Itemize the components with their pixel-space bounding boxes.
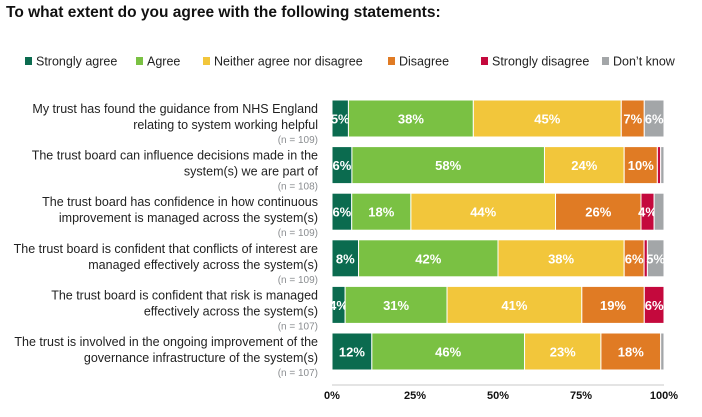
data-label-strongly-agree-3: 6% <box>332 205 351 220</box>
bar-neither-agree-nor-disagree-4 <box>497 239 625 278</box>
bar-don-t-know-3 <box>653 192 665 231</box>
bar-agree-5 <box>344 285 448 324</box>
bar-neither-agree-nor-disagree-5 <box>446 285 583 324</box>
x-tick-label: 25% <box>404 390 426 402</box>
x-tick-label: 0% <box>324 390 340 402</box>
legend-label-don-t-know: Don’t know <box>613 55 676 69</box>
bar-neither-agree-nor-disagree-3 <box>410 192 557 231</box>
data-label-disagree-1: 7% <box>623 112 642 127</box>
data-label-strongly-agree-5: 4% <box>329 298 348 313</box>
data-label-agree-1: 38% <box>398 112 424 127</box>
legend-swatch-strongly-disagree <box>481 57 488 65</box>
category-label-3: The trust board has confidence in how co… <box>42 195 318 209</box>
data-label-strongly-agree-4: 8% <box>336 251 355 266</box>
x-tick-label: 50% <box>487 390 509 402</box>
bar-neither-agree-nor-disagree-6 <box>524 332 602 371</box>
legend-swatch-don-t-know <box>602 57 609 65</box>
category-n-5: (n = 107) <box>278 321 318 332</box>
data-label-strongly-agree-6: 12% <box>339 345 365 360</box>
bar-agree-2 <box>351 146 545 185</box>
data-label-strongly-disagree-3: 4% <box>638 205 657 220</box>
category-n-3: (n = 109) <box>278 228 318 239</box>
bar-strongly-disagree-5 <box>643 285 665 324</box>
legend-label-strongly-disagree: Strongly disagree <box>492 55 589 69</box>
category-label-6: The trust is involved in the ongoing imp… <box>14 335 318 349</box>
data-label-disagree-4: 6% <box>625 251 644 266</box>
data-label-strongly-disagree-5: 6% <box>645 298 664 313</box>
data-label-neither-agree-nor-disagree-4: 38% <box>548 251 574 266</box>
data-label-disagree-3: 26% <box>585 205 611 220</box>
data-label-disagree-5: 19% <box>600 298 626 313</box>
category-n-4: (n = 109) <box>278 275 318 286</box>
bar-don-t-know-1 <box>643 99 665 138</box>
category-n-1: (n = 109) <box>278 135 318 146</box>
data-label-disagree-2: 10% <box>628 158 654 173</box>
data-label-agree-4: 42% <box>415 251 441 266</box>
category-label-4: The trust board is confident that confli… <box>14 242 318 256</box>
data-label-strongly-agree-1: 5% <box>331 112 350 127</box>
bar-disagree-6 <box>600 332 662 371</box>
bar-agree-4 <box>358 239 499 278</box>
legend-swatch-disagree <box>388 57 395 65</box>
data-label-neither-agree-nor-disagree-3: 44% <box>470 205 496 220</box>
data-label-agree-3: 18% <box>368 205 394 220</box>
category-label-1: My trust has found the guidance from NHS… <box>32 102 318 116</box>
chart-title: To what extent do you agree with the fol… <box>6 4 441 21</box>
data-label-strongly-agree-2: 6% <box>333 158 352 173</box>
data-label-neither-agree-nor-disagree-6: 23% <box>550 345 576 360</box>
data-label-neither-agree-nor-disagree-5: 41% <box>501 298 527 313</box>
category-label-1: relating to system working helpful <box>133 118 318 132</box>
category-label-2: The trust board can influence decisions … <box>32 149 318 163</box>
data-label-agree-2: 58% <box>435 158 461 173</box>
category-label-2: system(s) we are part of <box>184 165 319 179</box>
data-label-disagree-6: 18% <box>618 345 644 360</box>
legend-label-disagree: Disagree <box>399 55 449 69</box>
category-label-3: improvement is managed across the system… <box>59 211 318 225</box>
legend-label-neither-agree-nor-disagree: Neither agree nor disagree <box>214 55 363 69</box>
category-n-6: (n = 107) <box>278 368 318 379</box>
category-label-5: effectively across the system(s) <box>144 304 318 318</box>
data-label-don-t-know-4: 5% <box>646 251 665 266</box>
legend-label-strongly-agree: Strongly agree <box>36 55 117 69</box>
data-label-agree-5: 31% <box>383 298 409 313</box>
category-label-6: governance infrastructure of the system(… <box>84 351 318 365</box>
data-label-don-t-know-1: 6% <box>645 112 664 127</box>
bar-don-t-know-2 <box>660 146 665 185</box>
legend-swatch-agree <box>136 57 143 65</box>
bar-agree-3 <box>351 192 412 231</box>
data-label-neither-agree-nor-disagree-1: 45% <box>534 112 560 127</box>
bar-strongly-agree-6 <box>331 332 373 371</box>
bar-don-t-know-6 <box>660 332 665 371</box>
legend-swatch-strongly-agree <box>25 57 32 65</box>
x-tick-label: 100% <box>650 390 678 402</box>
x-tick-label: 75% <box>570 390 592 402</box>
category-n-2: (n = 108) <box>278 182 318 193</box>
bar-agree-1 <box>347 99 474 138</box>
data-label-agree-6: 46% <box>435 345 461 360</box>
bar-agree-6 <box>371 332 526 371</box>
legend-label-agree: Agree <box>147 55 180 69</box>
legend-swatch-neither-agree-nor-disagree <box>203 57 210 65</box>
bar-disagree-5 <box>581 285 645 324</box>
category-label-4: managed effectively across the system(s) <box>88 258 318 272</box>
bar-don-t-know-4 <box>646 239 665 278</box>
bar-disagree-2 <box>623 146 658 185</box>
category-label-5: The trust board is confident that risk i… <box>51 288 318 302</box>
data-label-neither-agree-nor-disagree-2: 24% <box>571 158 597 173</box>
